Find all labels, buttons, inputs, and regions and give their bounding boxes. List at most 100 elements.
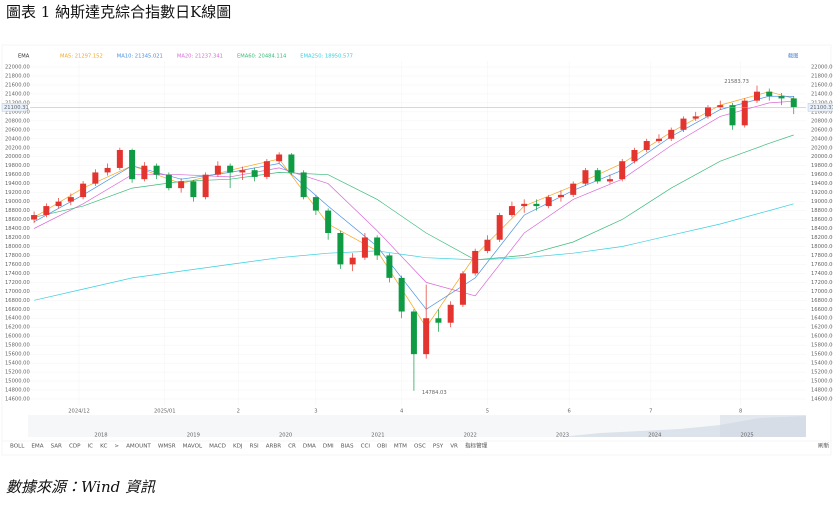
- navigator-year: 2024: [648, 433, 662, 439]
- indicator-tab[interactable]: PSY: [433, 444, 444, 450]
- y-tick-label: 15800.00: [5, 343, 30, 349]
- candle-body: [31, 215, 38, 220]
- y-tick-label: 17800.00: [5, 253, 30, 259]
- candle-body: [129, 150, 136, 180]
- y-tick-label-right: 19200.00: [811, 190, 833, 196]
- candle-body: [533, 203, 540, 207]
- last-price-box: [807, 103, 833, 112]
- indicator-tab[interactable]: CDP: [69, 444, 81, 450]
- indicator-tab[interactable]: RSI: [250, 444, 259, 450]
- y-tick-label-right: 20000.00: [811, 154, 833, 160]
- refresh-button[interactable]: 刷新: [818, 442, 830, 450]
- y-tick-label-right: 21800.00: [811, 73, 833, 79]
- indicator-tab[interactable]: KC: [100, 444, 107, 450]
- navigator-year: 2025: [740, 433, 753, 439]
- candle-body: [668, 129, 675, 139]
- candle-body: [619, 161, 626, 180]
- screenshot-button[interactable]: 截图: [788, 52, 798, 60]
- y-tick-label-right: 18000.00: [811, 244, 833, 250]
- indicator-tab[interactable]: CCI: [361, 444, 371, 450]
- y-tick-label: 18200.00: [5, 235, 30, 241]
- y-tick-label: 20000.00: [5, 154, 30, 160]
- last-price-label: 21100.31: [4, 105, 29, 111]
- indicator-tab[interactable]: DMI: [323, 444, 334, 450]
- indicator-tab[interactable]: >: [114, 444, 119, 450]
- y-tick-label-right: 22000.00: [811, 65, 833, 71]
- candle-body: [141, 165, 148, 180]
- navigator-window[interactable]: [720, 415, 806, 437]
- candle-body: [190, 181, 197, 198]
- indicator-tab[interactable]: SAR: [51, 444, 62, 450]
- candle-body: [374, 237, 381, 256]
- indicator-tab[interactable]: IC: [88, 444, 94, 450]
- indicator-tab[interactable]: DMA: [303, 444, 316, 450]
- y-tick-label-right: 16400.00: [811, 316, 833, 322]
- navigator: [28, 415, 806, 437]
- y-tick-label-right: 21600.00: [811, 82, 833, 88]
- indicator-tab[interactable]: 指标管理: [465, 442, 488, 450]
- y-tick-label-right: 14600.00: [811, 397, 833, 403]
- candle-body: [753, 91, 760, 101]
- navigator-year: 2019: [187, 433, 200, 439]
- navigator-year: 2023: [556, 433, 569, 439]
- navigator-year: 2021: [371, 433, 384, 439]
- indicator-tab[interactable]: MACD: [209, 444, 226, 450]
- indicator-tab[interactable]: MAVOL: [183, 444, 203, 450]
- indicator-tab[interactable]: ARBR: [266, 444, 282, 450]
- candle-body: [276, 154, 283, 162]
- y-tick-label-right: 21000.00: [811, 109, 833, 115]
- navigator-year: 2020: [279, 433, 292, 439]
- candle-body: [80, 183, 87, 198]
- candle-body: [594, 170, 601, 182]
- indicator-tab[interactable]: WMSR: [158, 444, 176, 450]
- y-tick-label-right: 18600.00: [811, 217, 833, 223]
- candle-body: [496, 215, 503, 240]
- y-tick-label-right: 19000.00: [811, 199, 833, 205]
- y-tick-label: 14800.00: [5, 388, 30, 394]
- indicator-tab[interactable]: BOLL: [10, 444, 25, 450]
- y-tick-label: 17000.00: [5, 289, 30, 295]
- indicator-tab[interactable]: MTM: [394, 444, 407, 450]
- y-tick-label: 20600.00: [5, 127, 30, 133]
- chart-frame: [1, 44, 832, 456]
- candle-body: [92, 172, 99, 184]
- indicator-tab[interactable]: OBI: [377, 444, 387, 450]
- indicator-tab[interactable]: OSC: [414, 444, 426, 450]
- legend-entry: MA5: 21297.152: [60, 54, 103, 60]
- y-tick-label-right: 16000.00: [811, 334, 833, 340]
- candle-body: [251, 170, 258, 177]
- candle-body: [472, 250, 479, 274]
- indicator-tab[interactable]: BIAS: [341, 444, 354, 450]
- y-tick-label: 16600.00: [5, 307, 30, 313]
- candle-body: [729, 105, 736, 126]
- candle-body: [116, 150, 123, 168]
- indicator-tab[interactable]: KDJ: [233, 444, 243, 450]
- y-tick-label-right: 16600.00: [811, 307, 833, 313]
- x-tick-label: 2: [237, 409, 240, 415]
- y-tick-label: 21000.00: [5, 109, 30, 115]
- y-tick-label-right: 17600.00: [811, 262, 833, 268]
- y-tick-label-right: 14800.00: [811, 388, 833, 394]
- x-tick-label: 4: [400, 409, 404, 415]
- x-tick-label: 2025/01: [154, 409, 176, 415]
- y-tick-label-right: 17000.00: [811, 289, 833, 295]
- y-tick-label-right: 15000.00: [811, 379, 833, 385]
- y-tick-label: 16200.00: [5, 325, 30, 331]
- candle-body: [643, 141, 650, 150]
- candle-body: [557, 194, 564, 198]
- y-tick-label: 17400.00: [5, 271, 30, 277]
- indicator-tab[interactable]: VR: [450, 444, 458, 450]
- x-tick-label: 7: [649, 409, 652, 415]
- candle-body: [484, 239, 491, 251]
- navigator-year: 2022: [464, 433, 477, 439]
- indicator-tab[interactable]: AMOUNT: [126, 444, 151, 450]
- y-tick-label: 19400.00: [5, 181, 30, 187]
- legend-entry: MA10: 21345.021: [117, 54, 163, 60]
- candle-body: [104, 167, 111, 173]
- y-tick-label-right: 19800.00: [811, 163, 833, 169]
- y-tick-label: 16000.00: [5, 334, 30, 340]
- indicator-tab[interactable]: EMA: [31, 444, 43, 450]
- y-tick-label: 15000.00: [5, 379, 30, 385]
- y-tick-label: 21800.00: [5, 73, 30, 79]
- indicator-tab[interactable]: CR: [288, 444, 296, 450]
